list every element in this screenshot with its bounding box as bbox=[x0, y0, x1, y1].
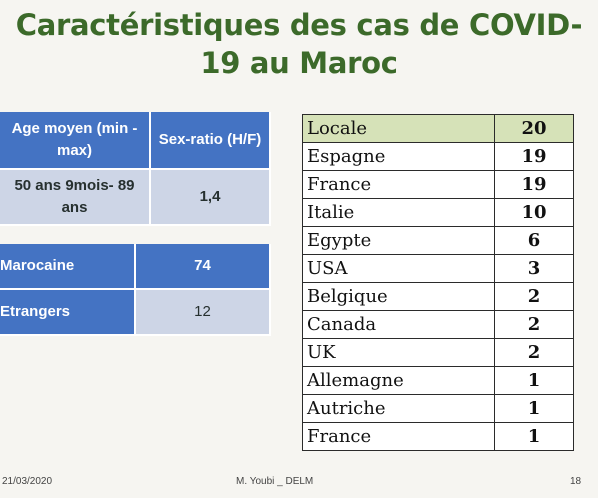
age-value: 50 ans 9mois- 89 ans bbox=[0, 169, 151, 226]
origin-country: France bbox=[302, 422, 495, 451]
origin-country: Canada bbox=[302, 310, 495, 339]
origin-table: Locale 20 Espagne 19 France 19 Italie 10 Egypte 6… bbox=[302, 114, 574, 451]
header-sex-ratio: Sex-ratio (H/F) bbox=[150, 112, 271, 170]
slide-title: Caractéristiques des cas de COVID-19 au … bbox=[0, 6, 598, 82]
origin-row: Locale 20 bbox=[302, 114, 574, 143]
origin-count: 2 bbox=[494, 282, 574, 311]
origin-count: 19 bbox=[494, 142, 574, 171]
origin-row: USA 3 bbox=[302, 254, 574, 283]
demographics-table: Age moyen (min - max) Sex-ratio (H/F) 50… bbox=[0, 112, 271, 226]
footer-author: M. Youbi _ DELM bbox=[236, 476, 314, 487]
origin-count: 1 bbox=[494, 422, 574, 451]
nationality-row: Etrangers 12 bbox=[0, 289, 271, 336]
origin-country: Autriche bbox=[302, 394, 495, 423]
origin-country: Locale bbox=[302, 114, 495, 143]
nationality-value: 12 bbox=[135, 289, 271, 336]
origin-country: Allemagne bbox=[302, 366, 495, 395]
nationality-label: Marocaine bbox=[0, 244, 136, 290]
origin-row: UK 2 bbox=[302, 338, 574, 367]
origin-row: Canada 2 bbox=[302, 310, 574, 339]
origin-count: 10 bbox=[494, 198, 574, 227]
origin-country: France bbox=[302, 170, 495, 199]
origin-row: France 19 bbox=[302, 170, 574, 199]
slide-title-text: Caractéristiques des cas de COVID-19 au … bbox=[15, 8, 583, 80]
origin-row: Belgique 2 bbox=[302, 282, 574, 311]
header-age: Age moyen (min - max) bbox=[0, 112, 151, 170]
nationality-table: Marocaine 74 Etrangers 12 bbox=[0, 244, 271, 336]
origin-row: Italie 10 bbox=[302, 198, 574, 227]
origin-count: 20 bbox=[494, 114, 574, 143]
origin-count: 3 bbox=[494, 254, 574, 283]
nationality-value: 74 bbox=[135, 244, 271, 290]
nationality-label: Etrangers bbox=[0, 289, 136, 336]
origin-count: 6 bbox=[494, 226, 574, 255]
origin-count: 19 bbox=[494, 170, 574, 199]
origin-row: Allemagne 1 bbox=[302, 366, 574, 395]
origin-row: Espagne 19 bbox=[302, 142, 574, 171]
footer-date: 21/03/2020 bbox=[2, 476, 53, 487]
origin-count: 1 bbox=[494, 366, 574, 395]
origin-row: Egypte 6 bbox=[302, 226, 574, 255]
origin-row: Autriche 1 bbox=[302, 394, 574, 423]
origin-country: Espagne bbox=[302, 142, 495, 171]
nationality-row: Marocaine 74 bbox=[0, 244, 271, 290]
origin-count: 2 bbox=[494, 338, 574, 367]
origin-count: 1 bbox=[494, 394, 574, 423]
origin-country: Belgique bbox=[302, 282, 495, 311]
origin-country: Italie bbox=[302, 198, 495, 227]
origin-country: USA bbox=[302, 254, 495, 283]
origin-country: Egypte bbox=[302, 226, 495, 255]
origin-row: France 1 bbox=[302, 422, 574, 451]
sex-ratio-value: 1,4 bbox=[150, 169, 271, 226]
footer-page-number: 18 bbox=[570, 476, 582, 487]
origin-country: UK bbox=[302, 338, 495, 367]
origin-count: 2 bbox=[494, 310, 574, 339]
